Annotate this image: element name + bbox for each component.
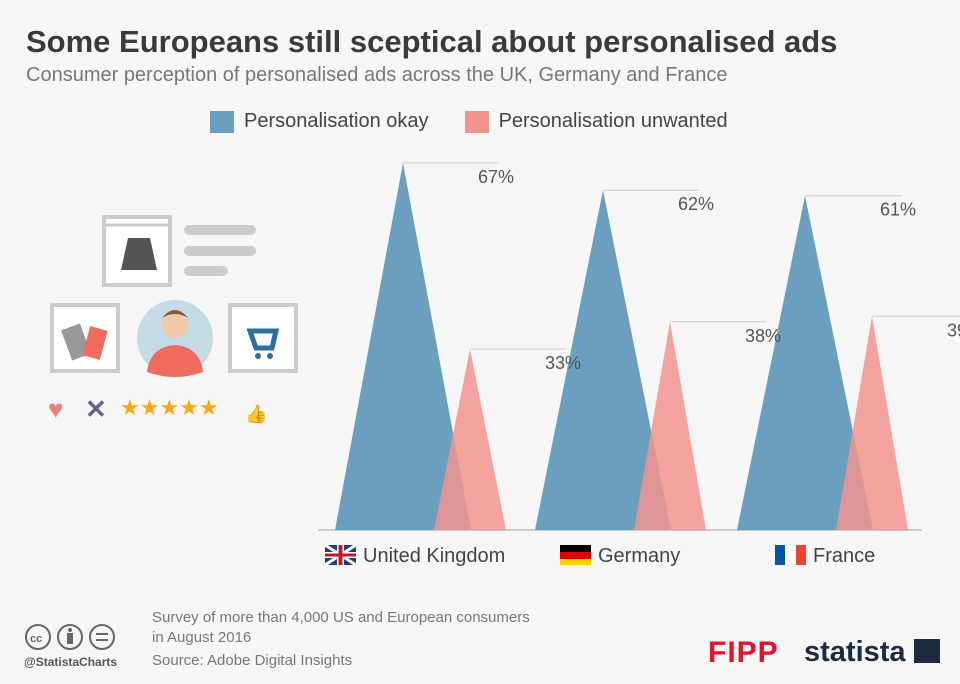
close-icon: ✕ <box>85 394 107 424</box>
text-lines-icon <box>184 225 256 276</box>
source-text: Source: Adobe Digital Insights <box>152 652 353 669</box>
data-label: 38% <box>745 326 781 346</box>
data-label: 67% <box>478 167 514 187</box>
svg-text:cc: cc <box>30 633 42 645</box>
five-stars-icon: ★★★★★ <box>120 395 219 420</box>
statista-logo: statista <box>804 636 940 669</box>
triangle-unwanted-2 <box>836 316 908 530</box>
cart-window-icon <box>228 303 298 373</box>
legend-label-okay: Personalisation okay <box>244 110 429 132</box>
legend-label-unwanted: Personalisation unwanted <box>498 110 728 132</box>
flag-icon-0 <box>324 543 357 567</box>
legend-swatch-unwanted <box>464 110 489 133</box>
heart-icon: ♥ <box>48 394 63 424</box>
chart-title: Some Europeans still sceptical about per… <box>26 24 838 59</box>
phones-window-icon <box>50 303 120 373</box>
note-line-2: in August 2016 <box>152 629 252 646</box>
legend: Personalisation okay Personalisation unw… <box>210 110 728 133</box>
user-avatar <box>137 300 213 377</box>
triangle-okay-0 <box>335 162 471 530</box>
triangle-okay-2 <box>737 195 873 530</box>
triangle-okay-1 <box>535 190 671 531</box>
cc-license-icons: cc <box>24 623 124 657</box>
note-line-1: Survey of more than 4,000 US and Europea… <box>152 609 530 626</box>
data-label: 62% <box>678 194 714 214</box>
jacket-window-icon <box>102 215 172 287</box>
flag-icon-1 <box>560 545 591 565</box>
category-label: United Kingdom <box>363 545 505 567</box>
legend-swatch-okay <box>210 110 234 133</box>
survey-note: Survey of more than 4,000 US and Europea… <box>152 608 530 648</box>
data-label: 33% <box>545 353 581 373</box>
flag-icon-2 <box>775 545 806 565</box>
fipp-logo: FIPP <box>708 636 779 669</box>
chart-subtitle: Consumer perception of personalised ads … <box>26 64 728 86</box>
triangle-unwanted-1 <box>634 321 706 530</box>
thumbs-up-down-icon: 👍 <box>245 403 267 424</box>
legend-item-unwanted: Personalisation unwanted <box>464 110 728 133</box>
category-label: France <box>813 545 875 567</box>
data-label: 39% <box>947 320 960 340</box>
category-label: Germany <box>598 545 680 567</box>
legend-item-okay: Personalisation okay <box>210 110 429 133</box>
data-label: 61% <box>880 200 916 220</box>
triangle-unwanted-0 <box>434 349 506 530</box>
statista-handle: @StatistaCharts <box>24 655 118 669</box>
